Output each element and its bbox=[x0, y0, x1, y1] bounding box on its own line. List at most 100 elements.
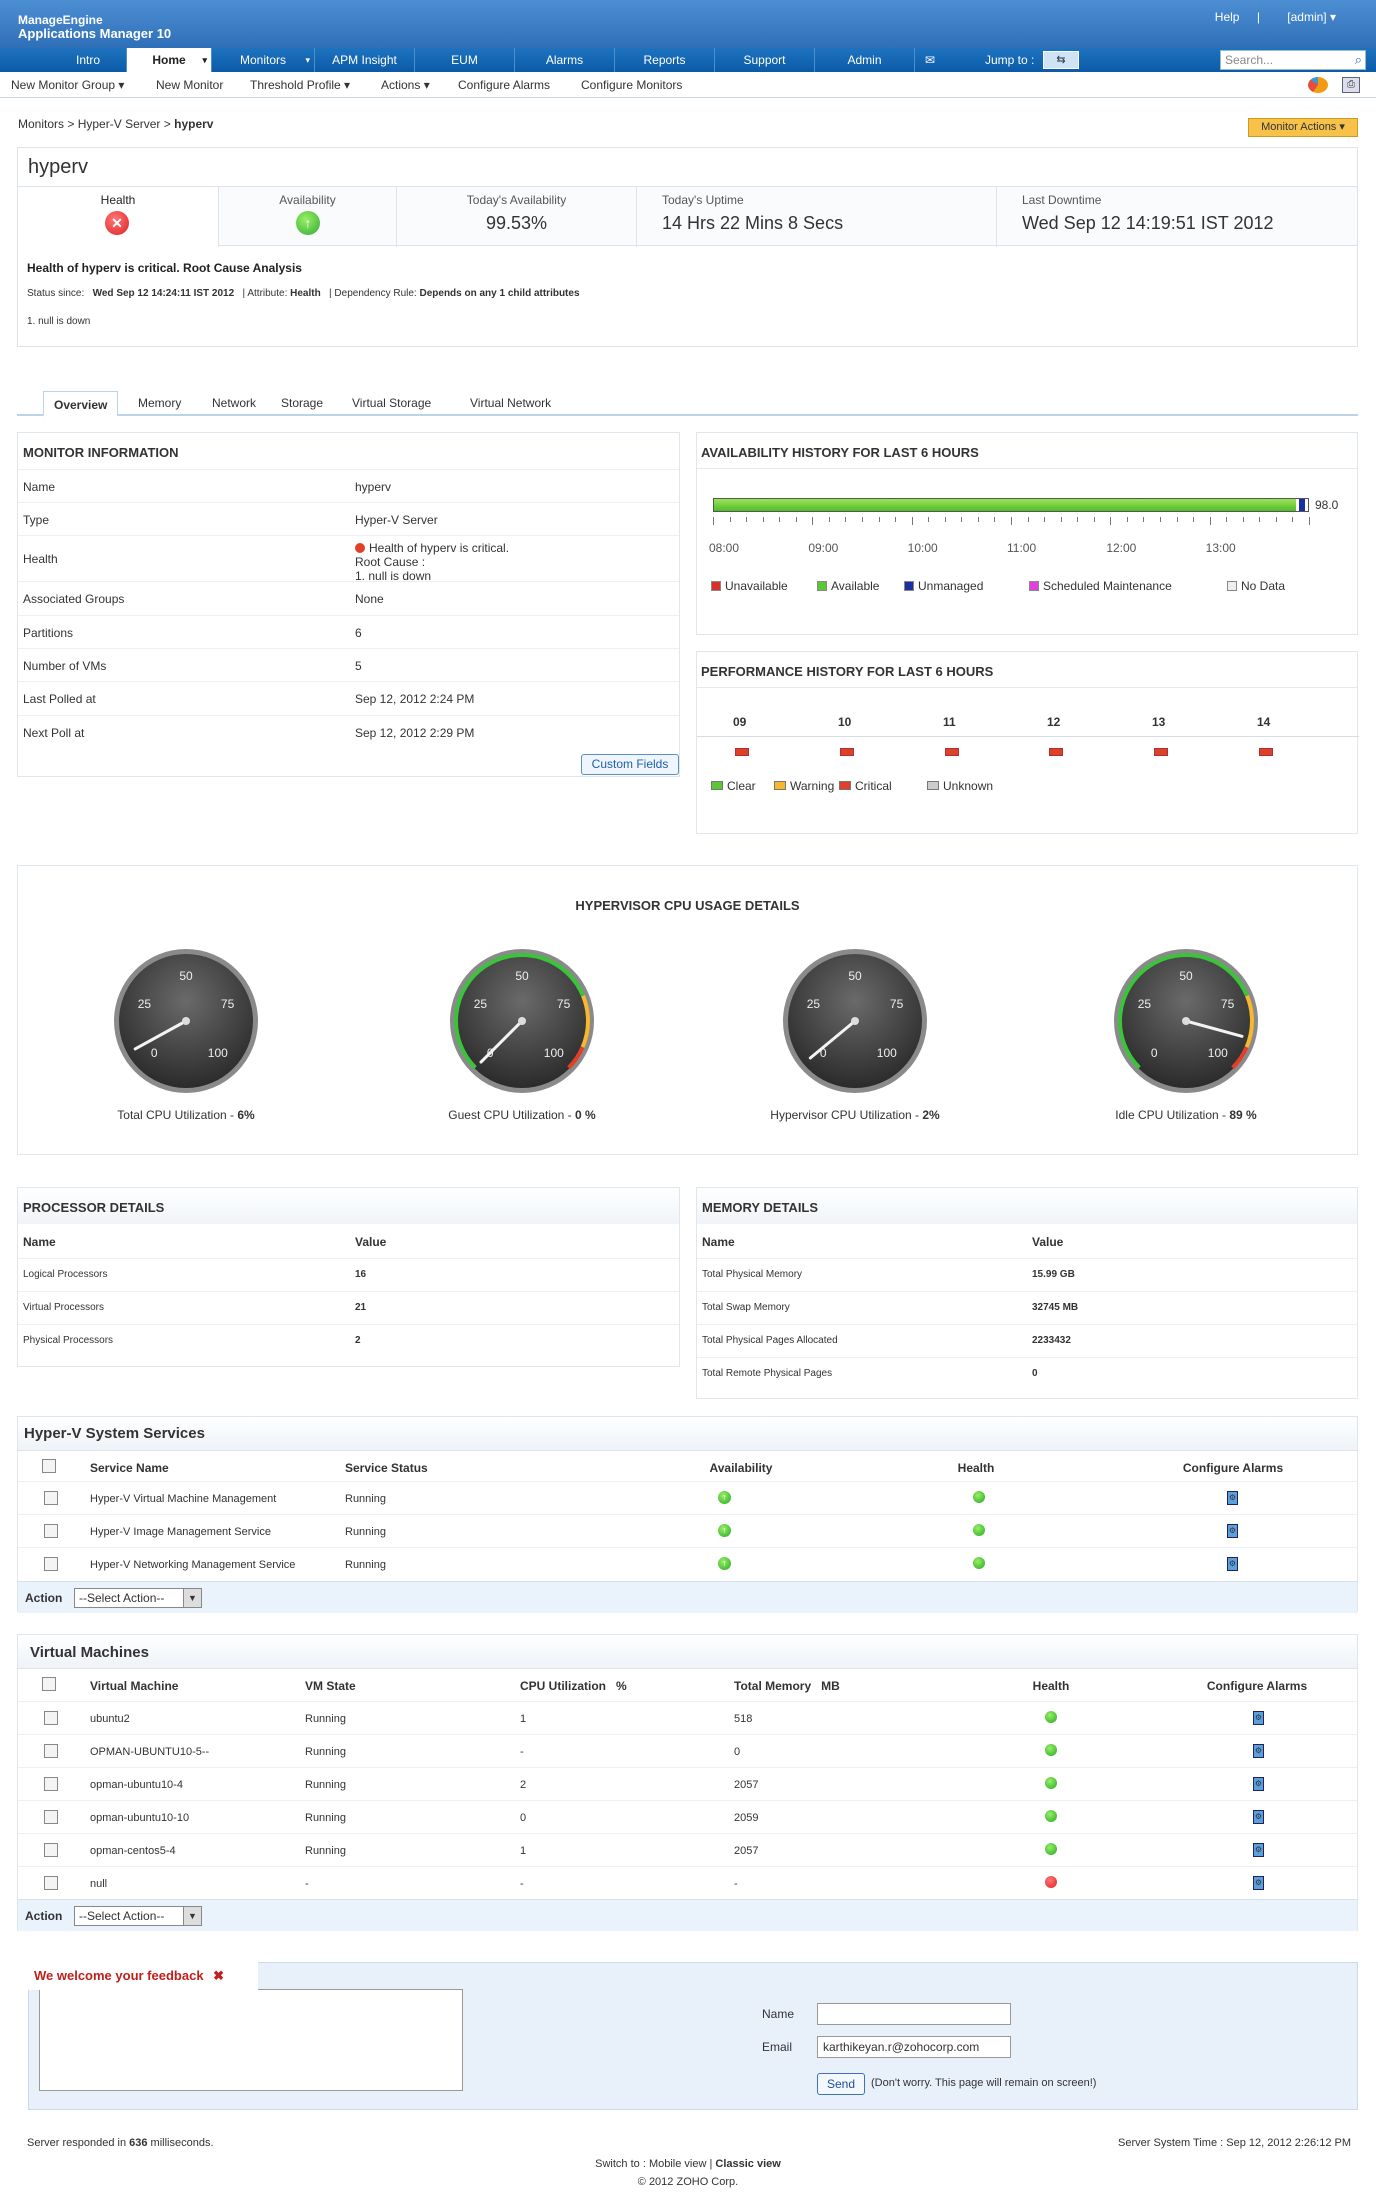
close-icon[interactable]: ✖ bbox=[213, 1968, 225, 1983]
feedback-textarea[interactable] bbox=[39, 1989, 463, 2091]
health-ok-icon[interactable] bbox=[973, 1557, 985, 1569]
configure-alarm-icon[interactable]: ⚙ bbox=[1253, 1711, 1264, 1725]
vm-name[interactable]: OPMAN-UBUNTU10-5-- bbox=[90, 1746, 210, 1758]
new-monitor-group-menu[interactable]: New Monitor Group ▾ bbox=[11, 78, 125, 92]
nav-home[interactable]: Home ▾ bbox=[127, 48, 212, 72]
health-ok-icon[interactable] bbox=[1045, 1777, 1057, 1789]
configure-alarm-icon[interactable]: ⚙ bbox=[1227, 1524, 1238, 1538]
health-ok-icon[interactable] bbox=[1045, 1810, 1057, 1822]
configure-monitors-link[interactable]: Configure Monitors bbox=[581, 78, 683, 92]
configure-alarm-icon[interactable]: ⚙ bbox=[1227, 1491, 1238, 1505]
search-input[interactable]: Search... ⌕ bbox=[1220, 50, 1366, 70]
row-checkbox[interactable] bbox=[44, 1557, 58, 1571]
tab-virtual-storage[interactable]: Virtual Storage bbox=[352, 396, 432, 410]
chart-icon[interactable] bbox=[1308, 77, 1328, 93]
brand-logo[interactable]: ManageEngine Applications Manager 10 bbox=[18, 13, 172, 41]
critical-mark[interactable] bbox=[1049, 748, 1063, 756]
service-name[interactable]: Hyper-V Image Management Service bbox=[90, 1526, 271, 1538]
configure-alarm-icon[interactable]: ⚙ bbox=[1253, 1843, 1264, 1857]
critical-mark[interactable] bbox=[735, 748, 749, 756]
tab-virtual-network[interactable]: Virtual Network bbox=[470, 396, 552, 410]
breadcrumb-hyperv-server[interactable]: Hyper-V Server bbox=[77, 117, 161, 131]
health-ok-icon[interactable] bbox=[973, 1524, 985, 1536]
tick-mark bbox=[1110, 517, 1112, 525]
tab-storage[interactable]: Storage bbox=[281, 396, 324, 410]
health-ok-icon[interactable] bbox=[973, 1491, 985, 1503]
nav-intro[interactable]: Intro bbox=[50, 48, 127, 72]
service-name[interactable]: Hyper-V Networking Management Service bbox=[90, 1559, 296, 1571]
up-arrow-icon[interactable]: ↑ bbox=[296, 211, 320, 235]
tab-overview[interactable]: Overview bbox=[43, 391, 119, 417]
row-checkbox[interactable] bbox=[44, 1810, 58, 1824]
nav-eum[interactable]: EUM bbox=[415, 48, 515, 72]
select-all-checkbox[interactable] bbox=[42, 1459, 56, 1473]
vm-name[interactable]: ubuntu2 bbox=[90, 1713, 130, 1725]
critical-mark[interactable] bbox=[945, 748, 959, 756]
configure-alarms-link[interactable]: Configure Alarms bbox=[458, 78, 551, 92]
health-ok-icon[interactable] bbox=[1045, 1744, 1057, 1756]
service-name[interactable]: Hyper-V Virtual Machine Management bbox=[90, 1493, 277, 1505]
name-field[interactable] bbox=[817, 2003, 1011, 2025]
availability-up-icon[interactable]: ↑ bbox=[718, 1524, 731, 1537]
actions-menu[interactable]: Actions ▾ bbox=[381, 78, 430, 92]
vm-name[interactable]: opman-ubuntu10-4 bbox=[90, 1779, 183, 1791]
classic-view-link[interactable]: Classic view bbox=[715, 2158, 781, 2170]
row-checkbox[interactable] bbox=[44, 1744, 58, 1758]
nav-support[interactable]: Support bbox=[715, 48, 815, 72]
send-button[interactable]: Send bbox=[817, 2073, 865, 2095]
nav-apm-insight[interactable]: APM Insight bbox=[315, 48, 415, 72]
nav-admin[interactable]: Admin bbox=[815, 48, 915, 72]
monitor-actions-button[interactable]: Monitor Actions ▾ bbox=[1248, 118, 1358, 137]
configure-alarm-icon[interactable]: ⚙ bbox=[1253, 1876, 1264, 1890]
vm-name[interactable]: opman-ubuntu10-10 bbox=[90, 1812, 190, 1824]
table-header: Service Name Service Status Availability He… bbox=[18, 1451, 1357, 1481]
mail-icon[interactable]: ✉ bbox=[924, 53, 936, 67]
critical-mark[interactable] bbox=[1259, 748, 1273, 756]
availability-up-icon[interactable]: ↑ bbox=[718, 1491, 731, 1504]
configure-alarm-icon[interactable]: ⚙ bbox=[1253, 1810, 1264, 1824]
search-icon[interactable]: ⌕ bbox=[1354, 52, 1362, 67]
breadcrumb-monitors[interactable]: Monitors bbox=[18, 117, 65, 131]
configure-alarm-icon[interactable]: ⚙ bbox=[1227, 1557, 1238, 1571]
tab-network[interactable]: Network bbox=[212, 396, 257, 410]
service-action-select[interactable]: --Select Action-- ▼ bbox=[74, 1588, 202, 1608]
availability-up-icon[interactable]: ↑ bbox=[718, 1557, 731, 1570]
vm-name[interactable]: null bbox=[90, 1878, 108, 1890]
threshold-profile-menu[interactable]: Threshold Profile ▾ bbox=[250, 78, 351, 92]
print-icon[interactable]: ⎙ bbox=[1342, 77, 1360, 93]
vm-name[interactable]: opman-centos5-4 bbox=[90, 1845, 176, 1857]
configure-alarm-icon[interactable]: ⚙ bbox=[1253, 1777, 1264, 1791]
row-checkbox[interactable] bbox=[44, 1876, 58, 1890]
nav-alarms[interactable]: Alarms bbox=[515, 48, 615, 72]
row-checkbox[interactable] bbox=[44, 1711, 58, 1725]
critical-icon[interactable]: ✕ bbox=[105, 211, 129, 235]
mobile-view-link[interactable]: Switch to : Mobile view | bbox=[595, 2158, 716, 2170]
row-checkbox[interactable] bbox=[44, 1524, 58, 1538]
critical-mark[interactable] bbox=[840, 748, 854, 756]
tab-memory[interactable]: Memory bbox=[138, 396, 182, 410]
rca-link[interactable]: Health of hyperv is critical. Root Cause… bbox=[27, 261, 302, 275]
availability-bar[interactable] bbox=[713, 498, 1309, 512]
custom-fields-button[interactable]: Custom Fields bbox=[581, 754, 679, 775]
row-checkbox[interactable] bbox=[44, 1491, 58, 1505]
configure-alarm-icon[interactable]: ⚙ bbox=[1253, 1744, 1264, 1758]
select-all-checkbox[interactable] bbox=[42, 1677, 56, 1691]
critical-mark[interactable] bbox=[1154, 748, 1168, 756]
nav-reports[interactable]: Reports bbox=[615, 48, 715, 72]
health-ok-icon[interactable] bbox=[1045, 1711, 1057, 1723]
vm-action-select[interactable]: --Select Action-- ▼ bbox=[74, 1906, 202, 1926]
row-checkbox[interactable] bbox=[44, 1777, 58, 1791]
health-ok-icon[interactable] bbox=[1045, 1843, 1057, 1855]
row-checkbox[interactable] bbox=[44, 1843, 58, 1857]
new-monitor-link[interactable]: New Monitor bbox=[156, 78, 224, 92]
nav-monitors[interactable]: Monitors ▾ bbox=[212, 48, 315, 72]
jump-to-icon[interactable]: ⇆ bbox=[1043, 51, 1079, 69]
health-critical-icon[interactable] bbox=[1045, 1876, 1057, 1888]
email-field[interactable]: karthikeyan.r@zohocorp.com bbox=[817, 2036, 1011, 2058]
help-link[interactable]: Help bbox=[1214, 10, 1240, 24]
user-menu[interactable]: [admin] ▾ bbox=[1287, 10, 1336, 24]
